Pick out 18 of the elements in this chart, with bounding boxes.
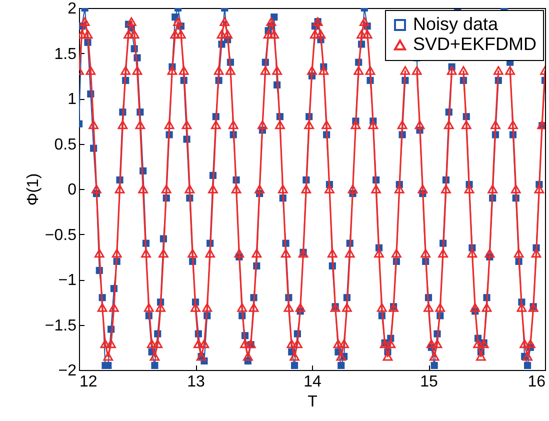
y-tick-label: 0.5 <box>54 136 77 154</box>
y-tick-label: −0.5 <box>44 226 77 244</box>
y-tick-label: 2 <box>68 0 77 18</box>
y-tick-label: −1.5 <box>44 317 77 334</box>
x-tick-label: 14 <box>304 374 322 390</box>
x-tick-label: 16 <box>528 374 546 390</box>
y-tick-label: 0 <box>68 182 77 198</box>
y-tick-label: −2 <box>58 362 77 380</box>
x-tick-label: 12 <box>80 374 98 390</box>
y-tick-label: −1 <box>58 272 77 289</box>
x-axis-title: T <box>308 394 318 410</box>
y-tick-label: 1 <box>68 91 77 108</box>
legend-label: SVD+EKFDMD <box>413 34 537 54</box>
legend-label: Noisy data <box>413 14 500 34</box>
y-tick-label: 1.5 <box>54 46 77 63</box>
x-tick-label: 15 <box>420 374 438 390</box>
y-axis-title: Φ(1) <box>24 173 42 206</box>
x-tick-label: 13 <box>187 374 205 390</box>
